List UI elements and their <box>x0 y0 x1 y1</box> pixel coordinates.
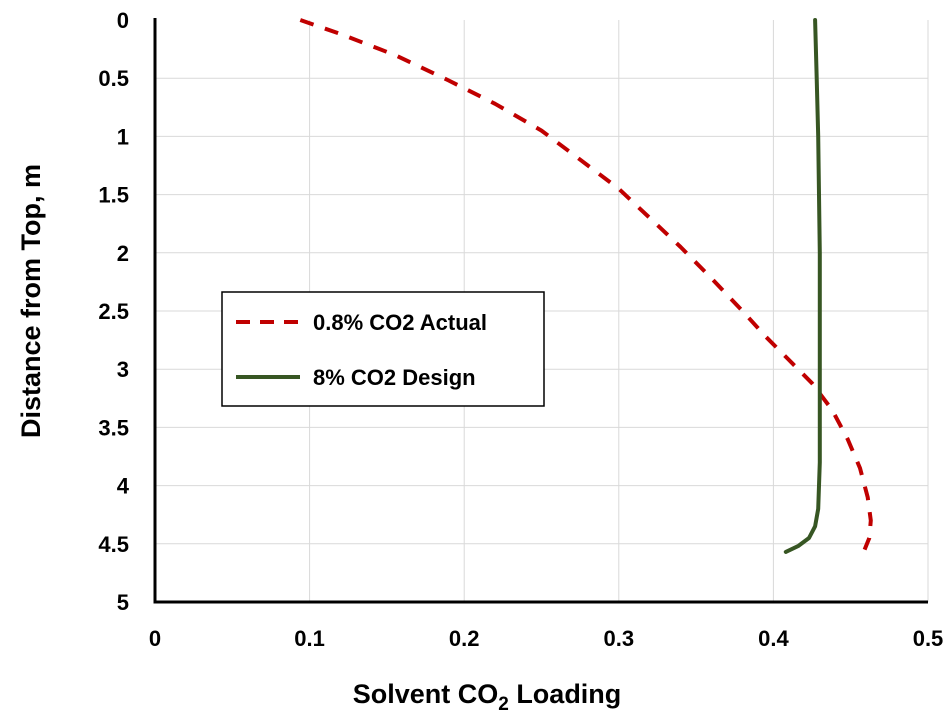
y-tick-label: 2.5 <box>98 299 129 324</box>
y-tick-label: 1 <box>117 124 129 149</box>
y-tick-label: 5 <box>117 590 129 615</box>
y-tick-label: 4.5 <box>98 532 129 557</box>
y-axis-title: Distance from Top, m <box>16 164 46 438</box>
x-tick-label: 0.2 <box>449 626 480 651</box>
legend-label-design: 8% CO2 Design <box>313 365 476 390</box>
series-layer <box>299 18 873 554</box>
legend-box <box>221 291 545 407</box>
tick-labels: 0 0.1 0.2 0.3 0.4 0.5 0 0.5 1 1.5 2 2.5 3 3.5 4 4.5 5 <box>98 8 943 651</box>
x-tick-label: 0.5 <box>913 626 944 651</box>
y-tick-label: 4 <box>117 474 130 499</box>
x-axis-title: Solvent CO2 Loading <box>353 679 622 715</box>
axes <box>153 18 928 604</box>
x-tick-label: 0 <box>149 626 161 651</box>
x-tick-label: 0.1 <box>294 626 325 651</box>
y-tick-label: 3 <box>117 357 129 382</box>
y-tick-label: 0.5 <box>98 66 129 91</box>
y-tick-label: 3.5 <box>98 415 129 440</box>
x-tick-label: 0.4 <box>758 626 789 651</box>
legend: 0.8% CO2 Actual 8% CO2 Design <box>221 291 545 407</box>
y-tick-label: 2 <box>117 241 129 266</box>
series-line-0 <box>299 18 873 551</box>
y-tick-label: 1.5 <box>98 183 129 208</box>
legend-label-actual: 0.8% CO2 Actual <box>313 310 487 335</box>
series-line-1 <box>783 18 822 554</box>
x-tick-label: 0.3 <box>604 626 635 651</box>
y-tick-label: 0 <box>117 8 129 33</box>
